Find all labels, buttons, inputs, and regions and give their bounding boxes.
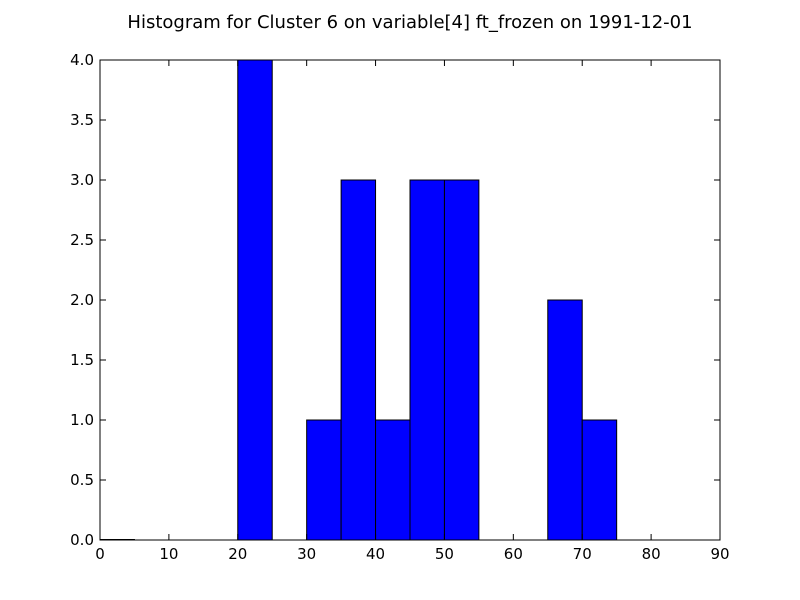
y-tick-label: 0.5 (70, 471, 94, 489)
histogram-bar (581, 419, 618, 541)
x-tick-label: 60 (504, 545, 523, 563)
chart-title: Histogram for Cluster 6 on variable[4] f… (127, 12, 693, 33)
x-tick-label: 70 (573, 545, 592, 563)
y-tick-label: 1.0 (70, 411, 94, 429)
x-tick-label: 20 (228, 545, 247, 563)
y-tick-label: 0.0 (70, 531, 94, 549)
histogram-bar (306, 419, 342, 541)
y-tick-label: 4.0 (70, 51, 94, 69)
histogram-bar (375, 419, 411, 541)
histogram-bar (340, 179, 377, 541)
bars-layer (99, 59, 618, 541)
x-tick-label: 80 (642, 545, 661, 563)
histogram-bar (547, 299, 583, 541)
y-tick-label: 3.0 (70, 171, 94, 189)
x-tick-label: 10 (159, 545, 178, 563)
tick-labels-layer: 0 10 20 30 40 50 60 70 80 90 0.0 0.5 1.0 1.5 2.0 2.5 3.0… (70, 51, 729, 563)
histogram-bar (409, 179, 445, 541)
plot-frame (99, 59, 721, 541)
histogram-bar (443, 179, 480, 541)
y-tick-label: 2.5 (70, 231, 94, 249)
histogram-bar (237, 59, 273, 541)
y-tick-label: 3.5 (70, 111, 94, 129)
x-tick-label: 0 (95, 545, 105, 563)
x-tick-label: 90 (710, 545, 729, 563)
x-tick-label: 50 (435, 545, 454, 563)
y-tick-label: 1.5 (70, 351, 94, 369)
x-tick-label: 40 (366, 545, 385, 563)
y-tick-label: 2.0 (70, 291, 94, 309)
x-tick-label: 30 (297, 545, 316, 563)
